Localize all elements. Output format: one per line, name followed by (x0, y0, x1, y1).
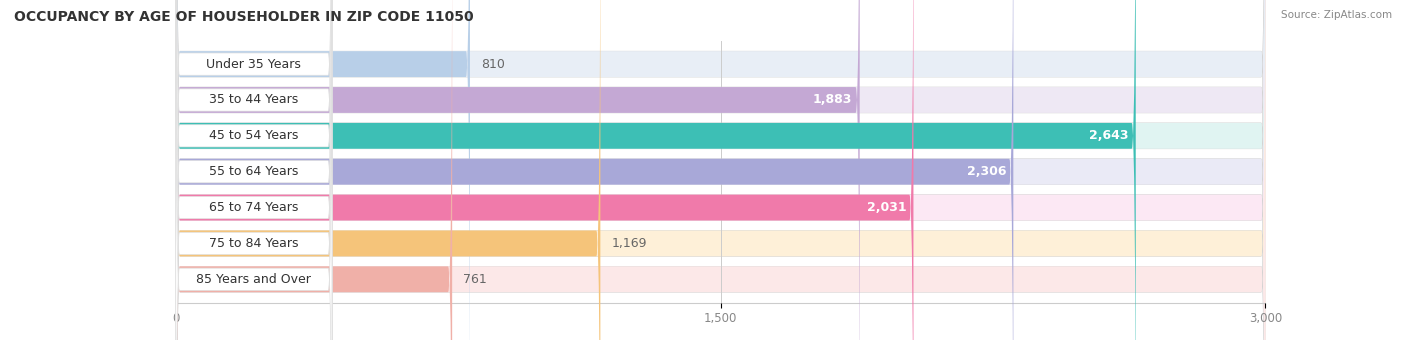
FancyBboxPatch shape (176, 0, 1265, 340)
FancyBboxPatch shape (176, 0, 453, 340)
FancyBboxPatch shape (176, 0, 1265, 340)
FancyBboxPatch shape (176, 0, 332, 340)
Text: 2,643: 2,643 (1090, 129, 1129, 142)
FancyBboxPatch shape (176, 0, 332, 340)
FancyBboxPatch shape (176, 0, 1265, 340)
FancyBboxPatch shape (176, 0, 1265, 340)
FancyBboxPatch shape (176, 0, 1265, 340)
FancyBboxPatch shape (176, 0, 1265, 340)
Text: 45 to 54 Years: 45 to 54 Years (209, 129, 298, 142)
FancyBboxPatch shape (176, 0, 914, 340)
FancyBboxPatch shape (176, 0, 332, 340)
Text: 2,031: 2,031 (866, 201, 907, 214)
Text: 85 Years and Over: 85 Years and Over (197, 273, 311, 286)
FancyBboxPatch shape (176, 0, 1014, 340)
FancyBboxPatch shape (176, 0, 1265, 340)
FancyBboxPatch shape (176, 0, 1265, 340)
FancyBboxPatch shape (176, 0, 1265, 340)
FancyBboxPatch shape (176, 0, 600, 340)
Text: Under 35 Years: Under 35 Years (207, 57, 301, 71)
FancyBboxPatch shape (176, 0, 332, 340)
FancyBboxPatch shape (176, 0, 332, 340)
FancyBboxPatch shape (176, 0, 1265, 340)
FancyBboxPatch shape (176, 0, 470, 340)
Text: 761: 761 (463, 273, 486, 286)
Text: Source: ZipAtlas.com: Source: ZipAtlas.com (1281, 10, 1392, 20)
Text: 35 to 44 Years: 35 to 44 Years (209, 94, 298, 106)
FancyBboxPatch shape (176, 0, 859, 340)
Text: 65 to 74 Years: 65 to 74 Years (209, 201, 298, 214)
Text: 75 to 84 Years: 75 to 84 Years (209, 237, 298, 250)
FancyBboxPatch shape (176, 0, 1265, 340)
Text: 2,306: 2,306 (966, 165, 1007, 178)
FancyBboxPatch shape (176, 0, 332, 340)
Text: OCCUPANCY BY AGE OF HOUSEHOLDER IN ZIP CODE 11050: OCCUPANCY BY AGE OF HOUSEHOLDER IN ZIP C… (14, 10, 474, 24)
Text: 55 to 64 Years: 55 to 64 Years (209, 165, 298, 178)
FancyBboxPatch shape (176, 0, 1265, 340)
Text: 810: 810 (481, 57, 505, 71)
FancyBboxPatch shape (176, 0, 332, 340)
FancyBboxPatch shape (176, 0, 1265, 340)
FancyBboxPatch shape (176, 0, 1136, 340)
FancyBboxPatch shape (176, 0, 1265, 340)
Text: 1,883: 1,883 (813, 94, 852, 106)
Text: 1,169: 1,169 (612, 237, 647, 250)
